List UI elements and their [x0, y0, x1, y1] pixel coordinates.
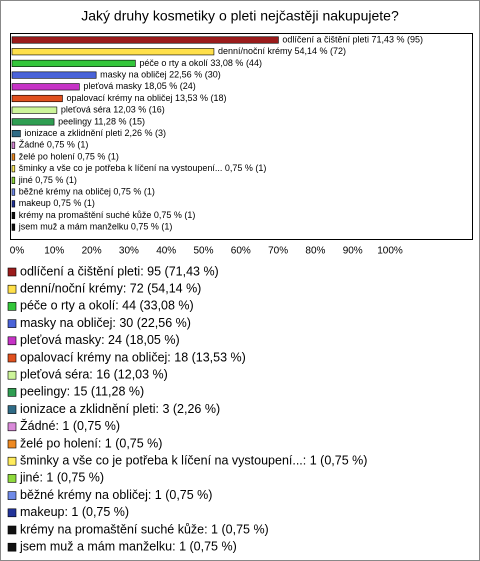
data-label: masky na obličej 22,56 % (30): [100, 69, 221, 79]
bar: [11, 188, 16, 196]
legend-label: Žádné: 1 (0,75 %): [20, 418, 120, 433]
legend-label: ionizace a zklidnění pleti: 3 (2,26 %): [20, 402, 220, 416]
legend-swatch: [7, 525, 17, 535]
legend-label: péče o rty a okolí: 44 (33,08 %): [20, 299, 194, 313]
legend-swatch: [7, 508, 17, 518]
legend-swatch: [7, 388, 17, 397]
x-tick-label: 40%: [156, 246, 176, 257]
data-label: péče o rty a okolí 33,08 % (44): [139, 58, 262, 68]
legend-label: denní/noční krémy: 72 (54,14 %): [20, 281, 201, 295]
chart-title: Jaký druhy kosmetiky o pleti nejčastěji …: [81, 8, 399, 24]
x-tick-label: 20%: [82, 246, 102, 257]
legend-swatch: [7, 370, 17, 380]
legend-swatch: [7, 405, 17, 414]
x-tick-label: 90%: [343, 246, 363, 257]
data-label: odlíčení a čištění pleti 71,43 % (95): [282, 34, 423, 44]
legend-swatch: [7, 302, 17, 311]
legend-swatch: [7, 336, 17, 346]
data-label: běžné krémy na obličej 0,75 % (1): [19, 186, 155, 196]
legend-label: krémy na promaštění suché kůže: 1 (0,75 …: [20, 522, 269, 536]
legend-label: peelingy: 15 (11,28 %): [20, 385, 144, 399]
bar: [11, 223, 16, 231]
x-tick-label: 60%: [231, 246, 251, 257]
legend-label: makeup: 1 (0,75 %): [20, 505, 129, 519]
x-tick-label: 30%: [119, 246, 139, 257]
legend-label: želé po holení: 1 (0,75 %): [20, 436, 162, 450]
data-label: krémy na promaštění suché kůže 0,75 % (1…: [19, 210, 196, 220]
data-label: šminky a vše co je potřeba k líčení na v…: [19, 163, 267, 173]
bar: [11, 211, 16, 220]
x-tick-label: 10%: [44, 246, 64, 257]
bar: [11, 83, 80, 91]
data-label: ionizace a zklidnění pleti 2,26 % (3): [24, 128, 166, 138]
bar: [11, 106, 58, 114]
bar: [11, 94, 63, 103]
data-label: Žádné 0,75 % (1): [19, 140, 89, 150]
x-tick-label: 100%: [377, 246, 403, 257]
x-tick-label: 70%: [268, 246, 288, 257]
bar: [11, 153, 16, 161]
bar: [11, 165, 16, 173]
legend-label: běžné krémy na obličej: 1 (0,75 %): [20, 488, 212, 502]
legend-swatch: [7, 542, 17, 552]
legend-swatch: [7, 491, 17, 500]
bar: [11, 130, 21, 138]
legend-swatch: [7, 319, 17, 328]
legend-swatch: [7, 474, 17, 483]
data-label: makeup 0,75 % (1): [19, 198, 95, 208]
legend-label: opalovací krémy na obličej: 18 (13,53 %): [20, 350, 246, 364]
data-label: jiné 0,75 % (1): [18, 175, 77, 185]
legend-label: jsem muž a mám manželku: 1 (0,75 %): [19, 539, 237, 553]
data-label: opalovací krémy na obličej 13,53 % (18): [66, 93, 226, 103]
bar: [11, 200, 16, 208]
data-label: jsem muž a mám manželku 0,75 % (1): [18, 222, 173, 232]
data-label: peelingy 11,28 % (15): [58, 116, 145, 126]
legend-swatch: [7, 456, 17, 466]
bar: [11, 71, 97, 79]
legend-label: masky na obličej: 30 (22,56 %): [20, 316, 191, 330]
legend-label: šminky a vše co je potřeba k líčení na v…: [20, 453, 367, 467]
bar: [11, 176, 16, 184]
legend-swatch: [7, 353, 17, 363]
legend-label: jiné: 1 (0,75 %): [19, 471, 104, 485]
legend-swatch: [7, 422, 17, 432]
legend-swatch: [7, 267, 17, 277]
bar: [11, 118, 55, 126]
data-label: pleťová masky 18,05 % (24): [83, 81, 195, 91]
data-label: želé po holení 0,75 % (1): [19, 151, 119, 161]
plot-frame: [10, 33, 473, 240]
bar: [11, 59, 136, 67]
x-tick-label: 50%: [193, 246, 213, 257]
legend-label: odlíčení a čištění pleti: 95 (71,43 %): [20, 264, 219, 278]
data-label: pleťová séra 12,03 % (16): [61, 105, 165, 115]
bar: [11, 48, 215, 56]
legend-label: pleťová séra: 16 (12,03 %): [20, 367, 168, 381]
legend-swatch: [7, 284, 17, 294]
data-label: denní/noční krémy 54,14 % (72): [218, 46, 346, 56]
legend-label: pleťová masky: 24 (18,05 %): [20, 333, 180, 347]
bar: [11, 36, 279, 44]
x-tick-label: 0%: [10, 246, 25, 257]
bar: [11, 141, 16, 149]
legend-swatch: [7, 439, 17, 449]
x-tick-label: 80%: [305, 246, 325, 257]
